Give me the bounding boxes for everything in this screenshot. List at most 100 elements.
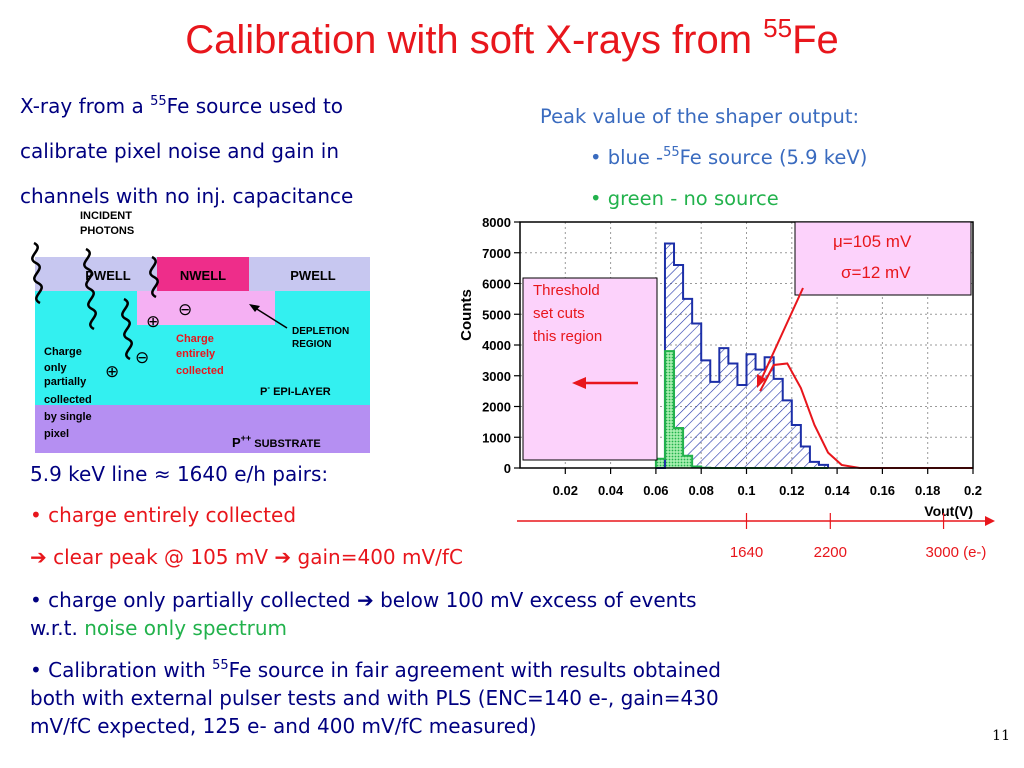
intro-line-1-sup: 55 — [150, 94, 167, 109]
histogram-bar — [710, 381, 720, 468]
collected-label-2: entirely — [176, 348, 216, 360]
y-tick-label: 0 — [504, 461, 511, 476]
x-tick-label: 0.16 — [870, 483, 895, 498]
histogram-bar — [818, 464, 829, 468]
histogram-bar — [674, 428, 684, 468]
note-calibration-line-1: • Calibration with 55Fe source in fair a… — [30, 658, 721, 682]
electron-scale-label: 1640 — [729, 544, 764, 561]
fit-sigma: σ=12 mV — [841, 263, 911, 282]
note-calibration-line-3: mV/fC expected, 125 e- and 400 mV/fC mea… — [30, 714, 537, 738]
electron-scale-label: 2200 — [813, 544, 847, 561]
sub-p: P — [232, 435, 241, 450]
peak-heading: Peak value of the shaper output: — [540, 105, 860, 128]
fit-mu: μ=105 mV — [833, 232, 912, 251]
pwell-right-label: PWELL — [290, 268, 336, 283]
note-bullet-collected: • charge entirely collected — [30, 503, 297, 527]
title-superscript: 55 — [763, 13, 793, 43]
note-cal-b: Fe source in fair agreement with results… — [228, 658, 721, 682]
page-number: 11 — [992, 728, 1010, 744]
x-tick-label: 0.06 — [643, 483, 668, 498]
histogram-bar — [764, 357, 774, 468]
y-tick-label: 4000 — [482, 338, 511, 353]
electron-scale — [517, 513, 995, 529]
collected-label-1: Charge — [176, 333, 214, 345]
note-bullet-partial: • charge only partially collected ➔ belo… — [30, 588, 697, 612]
histogram-bar — [755, 369, 765, 468]
partial-label-3: partially — [44, 376, 87, 388]
intro-line-1a: X-ray from a — [20, 94, 151, 118]
y-tick-label: 5000 — [482, 307, 511, 322]
x-tick-label: 0.14 — [824, 483, 850, 498]
peak-legend: Peak value of the shaper output: • blue … — [540, 96, 867, 219]
histogram-bar — [737, 384, 747, 468]
histogram-bar — [674, 265, 684, 468]
peak-blue-line: • blue -55Fe source (5.9 keV) — [540, 137, 867, 178]
histogram-bar — [782, 400, 792, 468]
histogram-series-outline — [655, 242, 830, 469]
x-tick-label: 0.1 — [737, 483, 755, 498]
histogram-bar — [701, 360, 711, 468]
depletion-label-2: REGION — [292, 339, 331, 350]
depletion-label-1: DEPLETION — [292, 326, 349, 337]
detector-diagram: PWELL NWELL PWELL INCIDENT PHOTONS DEPLE… — [31, 210, 370, 453]
plus-charge-1: ⊕ — [146, 312, 160, 331]
sub-sup: ++ — [241, 433, 252, 443]
peak-green-line: • green - no source — [590, 187, 779, 210]
minus-charge-2: ⊖ — [135, 348, 149, 367]
partial-label-1: Charge — [44, 346, 82, 358]
note-wrt-line: w.r.t. noise only spectrum — [30, 616, 287, 640]
threshold-box — [522, 277, 658, 461]
note-keV-line: 5.9 keV line ≈ 1640 e/h pairs: — [30, 462, 329, 486]
threshold-label-1: Threshold — [533, 282, 600, 299]
shaper-histogram: 0 1000 2000 3000 4000 5000 6000 7000 8000 0.02 0.0… — [458, 215, 995, 529]
depletion-pointer — [251, 305, 288, 329]
y-tick-label: 3000 — [482, 369, 511, 384]
intro-text: X-ray from a 55Fe source used to calibra… — [20, 84, 460, 219]
note-noise-only: noise only spectrum — [84, 616, 288, 640]
intro-line-1: X-ray from a 55Fe source used to — [20, 84, 460, 129]
intro-line-3: channels with no inj. capacitance — [20, 184, 354, 208]
y-tick-label: 1000 — [482, 430, 511, 445]
title-tail: Fe — [792, 18, 839, 62]
partial-label-4: collected — [44, 394, 92, 406]
threshold-label-3: this region — [533, 328, 602, 345]
sub-rest: SUBSTRATE — [251, 438, 320, 450]
note-cal-sup: 55 — [212, 658, 229, 673]
depletion-arrowhead — [249, 304, 260, 312]
histogram-bar — [664, 351, 675, 468]
partial-label-5: by single — [44, 411, 92, 423]
histogram-bar — [655, 458, 665, 468]
collected-label-3: collected — [176, 365, 224, 377]
intro-line-2: calibrate pixel noise and gain in — [20, 139, 340, 163]
threshold-arrow-head — [572, 377, 586, 389]
histogram-ticks: 0 1000 2000 3000 4000 5000 6000 7000 8000 0.02 0.0… — [482, 215, 982, 498]
histogram-bar — [746, 354, 756, 468]
epi-label: P- EPI-LAYER — [260, 383, 331, 398]
x-tick-label: 0.12 — [779, 483, 804, 498]
histogram-bar — [683, 298, 693, 468]
epi-rest: EPI-LAYER — [270, 386, 331, 398]
epi-p: P — [260, 386, 267, 398]
note-calibration-line-2: both with external pulser tests and with… — [30, 686, 719, 710]
x-tick-label: 0.02 — [553, 483, 578, 498]
x-tick-label: 0.08 — [689, 483, 714, 498]
peak-blue-sup: 55 — [663, 145, 680, 160]
histogram-bar — [728, 363, 738, 468]
nwell-block — [157, 257, 249, 291]
x-tick-label: 0.04 — [598, 483, 624, 498]
threshold-label-2: set cuts — [533, 305, 585, 322]
histogram-bar — [791, 424, 801, 468]
partial-label-2: only — [44, 362, 67, 374]
nwell-label: NWELL — [180, 268, 226, 283]
incident-label-2: PHOTONS — [80, 225, 134, 237]
note-cal-a: • Calibration with — [30, 658, 213, 682]
fit-params-box — [794, 221, 972, 296]
substrate-label: P++ SUBSTRATE — [232, 433, 321, 450]
minus-charge-1: ⊖ — [178, 300, 192, 319]
gaussian-fit-curve — [759, 362, 973, 469]
histogram-bar — [773, 378, 783, 468]
electron-scale-arrowhead — [985, 516, 995, 526]
fit-pointer-head — [757, 374, 766, 388]
histogram-bar — [800, 446, 810, 468]
histogram-fills — [655, 243, 829, 468]
